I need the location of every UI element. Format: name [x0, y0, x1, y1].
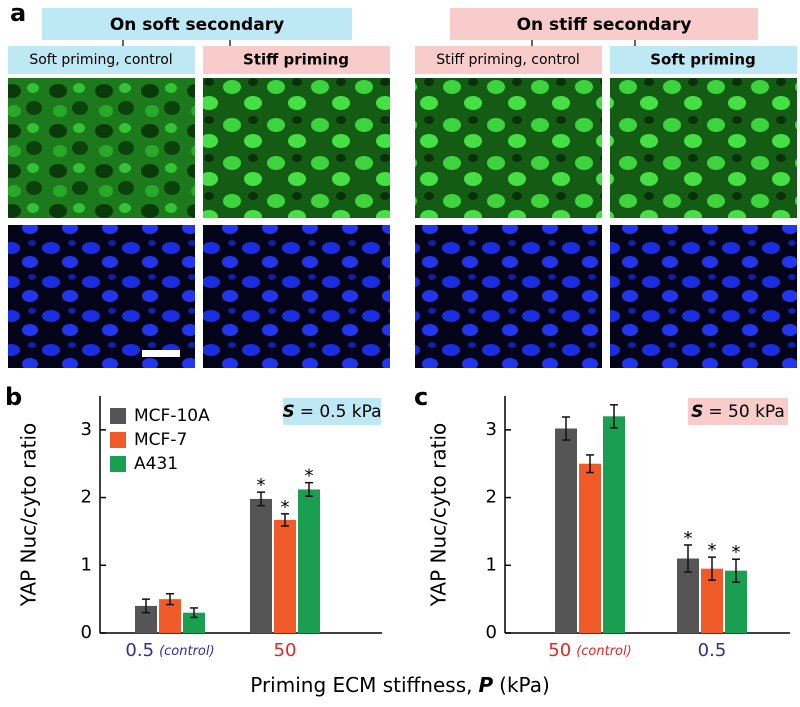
x-tick-label: 0.5: [698, 640, 727, 661]
category: 50: [548, 640, 571, 661]
y-tick-label: 2: [81, 487, 92, 508]
y-tick-label: 3: [486, 419, 497, 440]
y-axis-label: YAP Nuc/cyto ratio: [17, 423, 41, 608]
legend-label: A431: [134, 454, 178, 474]
column-label: Stiff priming, control: [436, 52, 580, 68]
bar: [725, 570, 747, 633]
legend-label: MCF-7: [134, 430, 187, 450]
legend-swatch: [110, 408, 126, 424]
y-axis-label: YAP Nuc/cyto ratio: [427, 423, 451, 608]
micrographs: [8, 78, 797, 368]
category: 0.5: [698, 640, 727, 661]
bar: [701, 568, 723, 633]
legend-swatch: [110, 456, 126, 472]
x-label-symbol: P: [478, 673, 493, 697]
y-tick-label: 0: [81, 622, 92, 643]
annotation-symbol: S: [282, 402, 294, 422]
panel-label: c: [414, 383, 428, 411]
y-tick-label: 1: [486, 554, 497, 575]
y-tick-label: 3: [81, 419, 92, 440]
column-label: Soft priming: [650, 51, 756, 69]
bar: [183, 612, 205, 633]
significance: *: [305, 466, 314, 487]
group-header-bg: [42, 8, 352, 40]
annotation: S = 0.5 kPa: [282, 402, 381, 422]
bar: [135, 605, 157, 633]
x-label-text: Priming ECM stiffness,: [250, 673, 472, 697]
legend-label: MCF-10A: [134, 406, 210, 426]
category: 50: [274, 640, 297, 661]
bar: [555, 428, 577, 633]
significance: *: [281, 497, 290, 518]
bar: [274, 519, 296, 633]
bar: [603, 416, 625, 633]
annotation-symbol: S: [691, 402, 703, 422]
bar: [579, 463, 601, 633]
category: 0.5: [125, 640, 154, 661]
annotation-bg: [283, 398, 381, 425]
significance: *: [684, 528, 693, 549]
column-label-bg: [610, 46, 797, 74]
annotation-text: = 50 kPa: [708, 402, 784, 422]
x-tick-label: 0.5 (control): [125, 640, 214, 661]
bar: [250, 498, 272, 633]
category-note: (control): [159, 644, 215, 659]
group-header: On stiff secondary: [517, 15, 692, 35]
x-tick-label: 50: [274, 640, 297, 661]
column-label: Stiff priming: [243, 51, 349, 69]
annotation: S = 50 kPa: [691, 402, 785, 422]
category-note: (control): [576, 644, 632, 659]
column-label-bg: [415, 46, 602, 74]
significance: *: [257, 475, 266, 496]
column-label: Soft priming, control: [29, 52, 172, 68]
significance: *: [732, 542, 741, 563]
bar: [159, 599, 181, 633]
bar: [677, 558, 699, 633]
y-tick-label: 2: [486, 487, 497, 508]
annotation-text: = 0.5 kPa: [300, 402, 382, 422]
x-tick-label: 50 (control): [548, 640, 631, 661]
legend-swatch: [110, 432, 126, 448]
column-label-bg: [8, 46, 195, 74]
annotation-bg: [688, 398, 788, 425]
group-header-bg: [450, 8, 758, 40]
x-label-unit: (kPa): [499, 673, 550, 697]
bar: [298, 489, 320, 633]
column-label-bg: [203, 46, 390, 74]
y-tick-label: 1: [81, 554, 92, 575]
significance: *: [708, 540, 717, 561]
panel-label: b: [5, 383, 22, 411]
x-axis-label: Priming ECM stiffness, P (kPa): [250, 673, 550, 697]
panel-label: a: [10, 0, 26, 27]
group-header: On soft secondary: [110, 15, 284, 35]
y-tick-label: 0: [486, 622, 497, 643]
